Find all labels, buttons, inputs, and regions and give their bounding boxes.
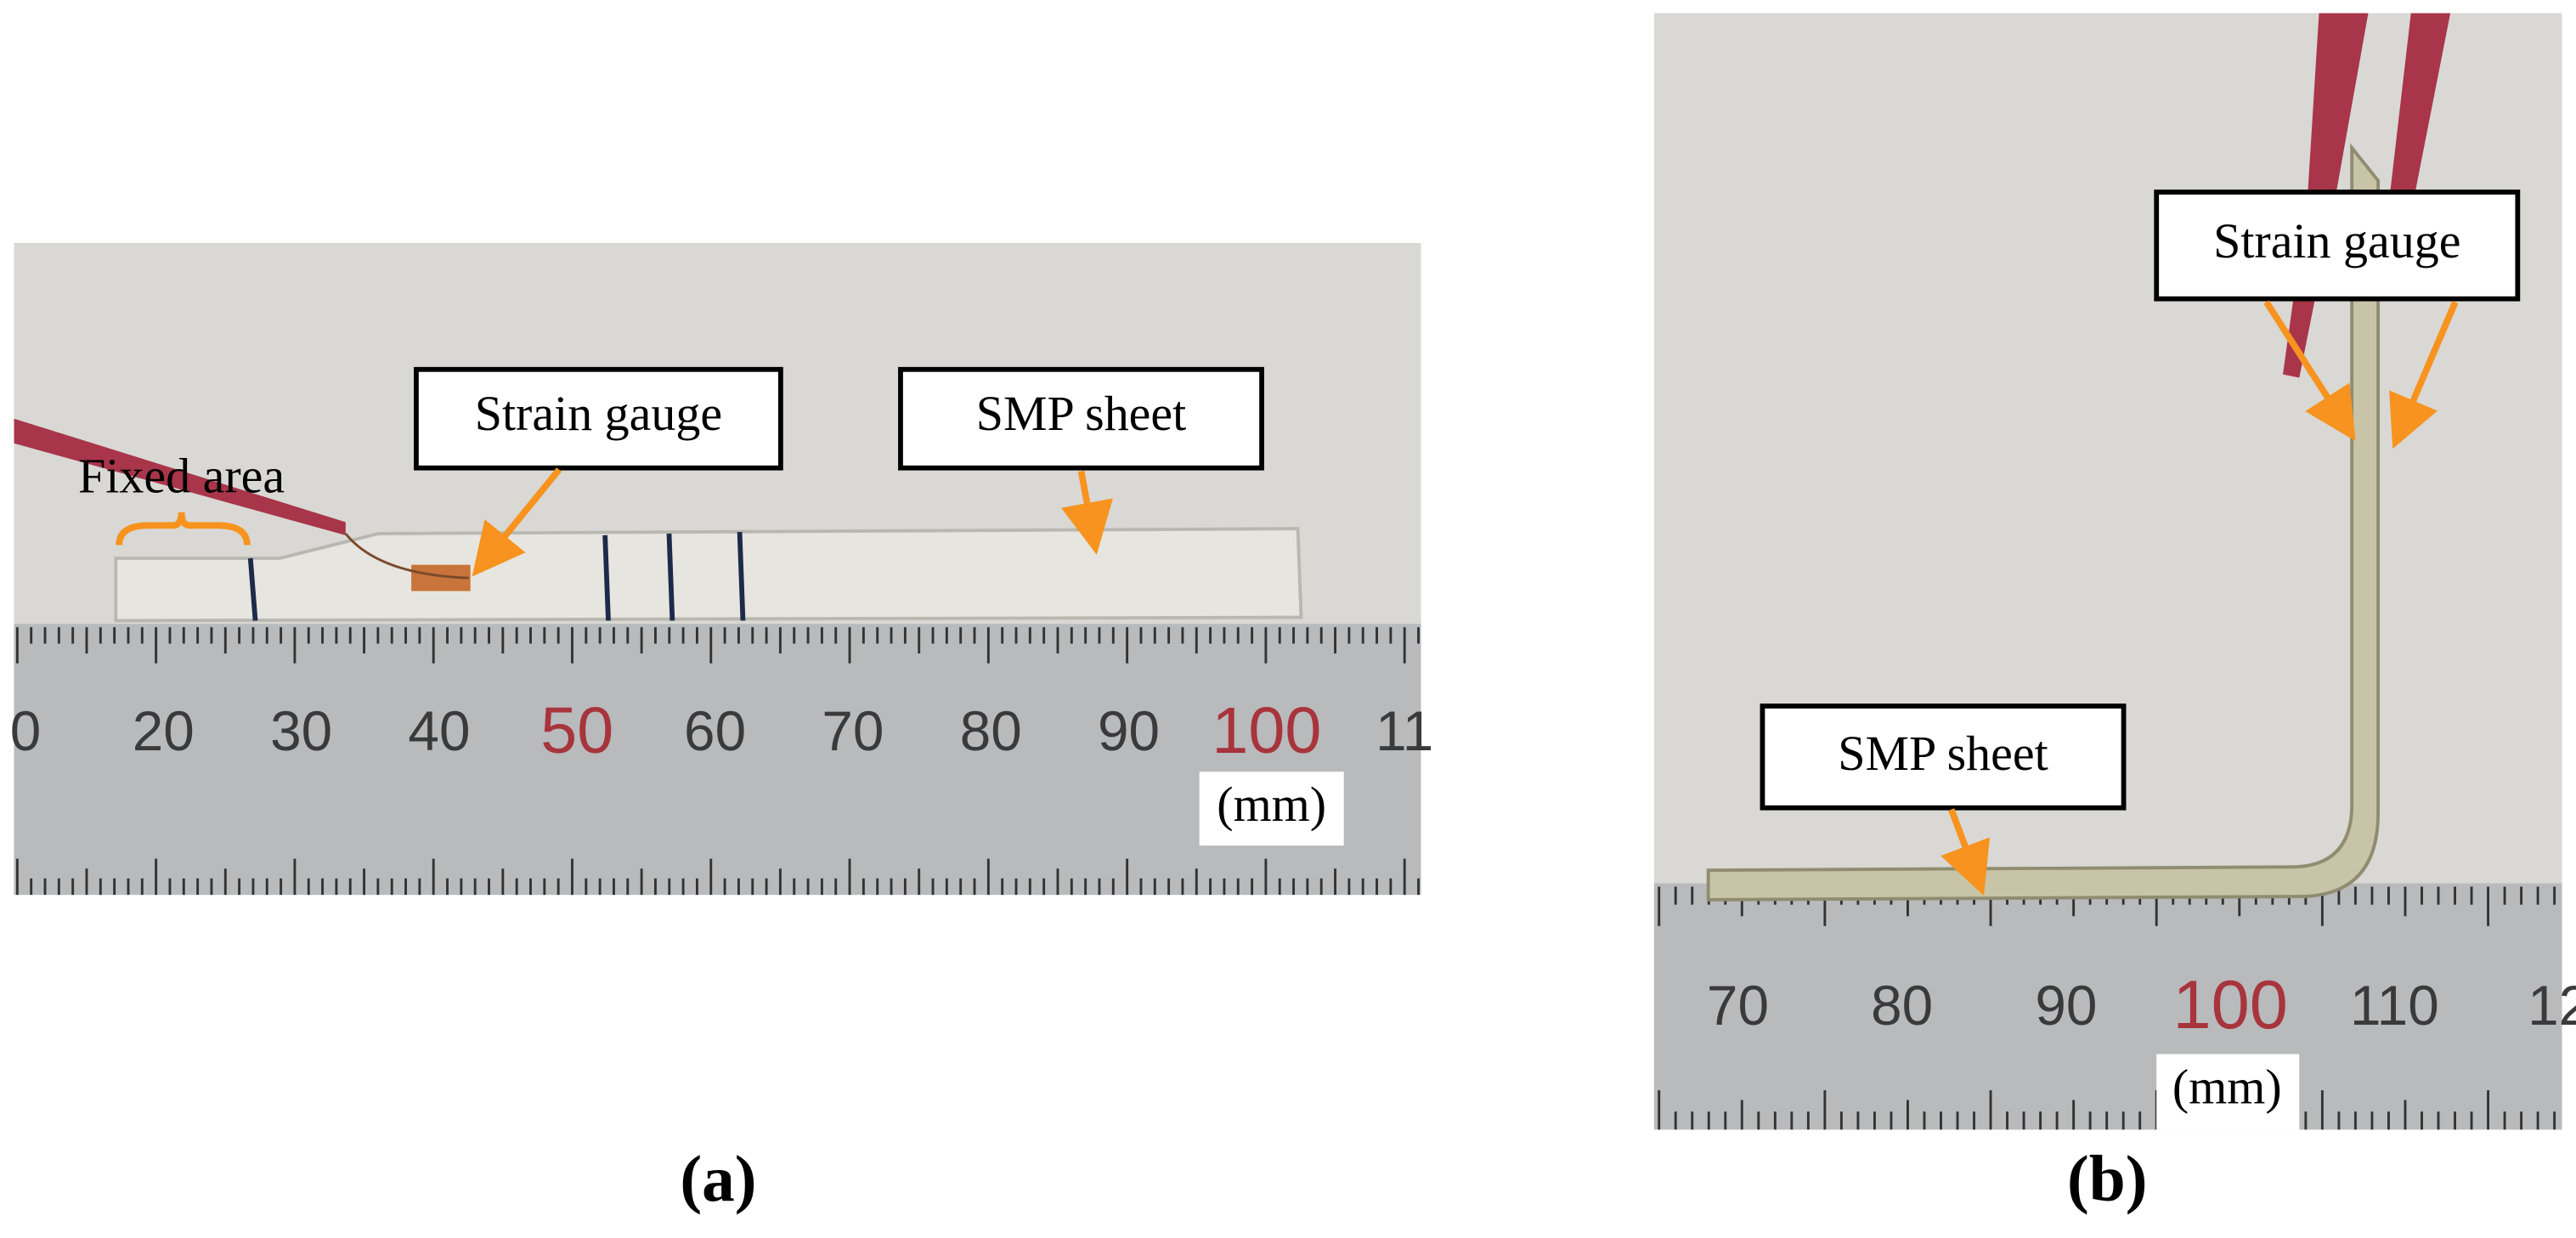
ruler-number: 50 [540, 694, 613, 767]
ruler-number: 30 [270, 700, 332, 762]
ruler-number: 40 [408, 700, 470, 762]
unit-label: (mm) [2172, 1059, 2282, 1114]
strain-gauge-label: Strain gauge [2213, 213, 2460, 269]
unit-box [2156, 1054, 2300, 1130]
ruler-number: 70 [822, 700, 884, 762]
unit-label: (mm) [1217, 777, 1326, 832]
panel-label: (b) [2067, 1142, 2147, 1215]
ruler-number: 12 [2528, 975, 2576, 1037]
ruler-number: 100 [1212, 694, 1321, 767]
smp-sheet-label: SMP sheet [976, 386, 1186, 441]
panel-label: (a) [680, 1142, 756, 1215]
arrow [1940, 808, 1991, 896]
ruler-number: 90 [1098, 700, 1160, 762]
ruler-number: 90 [2035, 975, 2097, 1037]
arrow [2263, 300, 2356, 442]
strain-gauge-label: Strain gauge [475, 386, 722, 441]
ruler-number: 100 [2172, 967, 2287, 1043]
annotation-box [898, 366, 1264, 471]
arrow [1061, 470, 1113, 555]
arrow [472, 467, 562, 577]
photo-b [1653, 13, 2562, 1130]
annotation-box [2154, 189, 2521, 302]
photo-a [14, 242, 1421, 896]
arrow [2389, 301, 2459, 449]
ruler-number: 80 [1871, 975, 1933, 1037]
ruler-number: 80 [960, 700, 1022, 762]
ruler-number: 70 [1707, 975, 1769, 1037]
ruler-number: 20 [133, 700, 195, 762]
ruler-number: 110 [2350, 975, 2439, 1037]
unit-box [1199, 772, 1344, 846]
smp-sheet-label: SMP sheet [1838, 726, 2048, 781]
ruler-number: 11 [1376, 700, 1433, 762]
annotation-box [1760, 704, 2127, 811]
annotation-box [414, 366, 783, 471]
ruler-number: 60 [684, 700, 746, 762]
fixed-area-label: Fixed area [78, 448, 285, 503]
ruler-number: 0 [10, 700, 42, 762]
